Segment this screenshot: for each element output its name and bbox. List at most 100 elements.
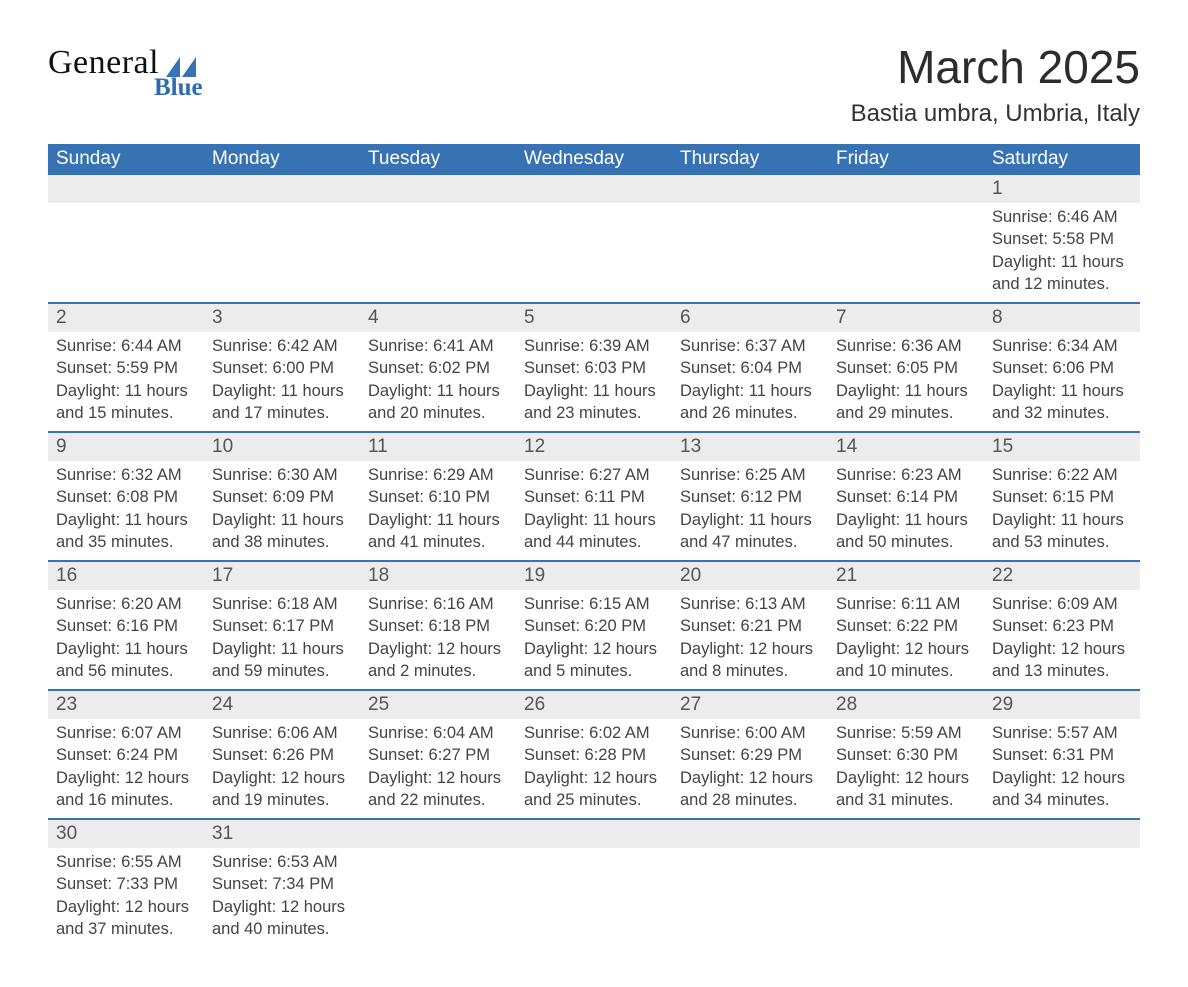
- day-detail-cell: [828, 203, 984, 303]
- day-detail-cell: [360, 203, 516, 303]
- day-number-cell: 11: [360, 432, 516, 461]
- day-detail-cell: Sunrise: 6:02 AMSunset: 6:28 PMDaylight:…: [516, 719, 672, 819]
- day-number-cell: 28: [828, 690, 984, 719]
- day-detail-cell: [516, 203, 672, 303]
- logo-main-text: General: [48, 44, 159, 81]
- day-detail-row: Sunrise: 6:07 AMSunset: 6:24 PMDaylight:…: [48, 719, 1140, 819]
- day-detail-cell: Sunrise: 6:34 AMSunset: 6:06 PMDaylight:…: [984, 332, 1140, 432]
- calendar-table: Sunday Monday Tuesday Wednesday Thursday…: [48, 144, 1140, 947]
- day-detail-cell: Sunrise: 6:36 AMSunset: 6:05 PMDaylight:…: [828, 332, 984, 432]
- weekday-header: Monday: [204, 144, 360, 175]
- day-number-row: 16171819202122: [48, 561, 1140, 590]
- day-number-cell: 31: [204, 819, 360, 848]
- day-detail-cell: Sunrise: 6:27 AMSunset: 6:11 PMDaylight:…: [516, 461, 672, 561]
- calendar-page: General Blue March 2025 Bastia umbra, Um…: [0, 0, 1188, 987]
- day-number-cell: [672, 819, 828, 848]
- day-number-cell: 14: [828, 432, 984, 461]
- day-number-cell: 9: [48, 432, 204, 461]
- weekday-header-row: Sunday Monday Tuesday Wednesday Thursday…: [48, 144, 1140, 175]
- day-number-cell: 10: [204, 432, 360, 461]
- title-block: March 2025 Bastia umbra, Umbria, Italy: [851, 40, 1140, 140]
- day-number-row: 9101112131415: [48, 432, 1140, 461]
- day-detail-row: Sunrise: 6:44 AMSunset: 5:59 PMDaylight:…: [48, 332, 1140, 432]
- day-detail-cell: Sunrise: 6:32 AMSunset: 6:08 PMDaylight:…: [48, 461, 204, 561]
- day-detail-cell: Sunrise: 6:25 AMSunset: 6:12 PMDaylight:…: [672, 461, 828, 561]
- day-number-cell: 12: [516, 432, 672, 461]
- day-detail-cell: Sunrise: 6:15 AMSunset: 6:20 PMDaylight:…: [516, 590, 672, 690]
- day-detail-row: Sunrise: 6:20 AMSunset: 6:16 PMDaylight:…: [48, 590, 1140, 690]
- day-detail-cell: Sunrise: 5:57 AMSunset: 6:31 PMDaylight:…: [984, 719, 1140, 819]
- day-detail-cell: Sunrise: 6:55 AMSunset: 7:33 PMDaylight:…: [48, 848, 204, 947]
- day-detail-cell: [204, 203, 360, 303]
- day-detail-cell: Sunrise: 6:39 AMSunset: 6:03 PMDaylight:…: [516, 332, 672, 432]
- day-detail-cell: Sunrise: 6:41 AMSunset: 6:02 PMDaylight:…: [360, 332, 516, 432]
- location-text: Bastia umbra, Umbria, Italy: [851, 100, 1140, 128]
- day-number-cell: [984, 819, 1140, 848]
- day-number-cell: [48, 175, 204, 203]
- day-number-cell: [204, 175, 360, 203]
- day-number-cell: [360, 175, 516, 203]
- day-number-cell: [516, 175, 672, 203]
- day-number-cell: [672, 175, 828, 203]
- day-number-cell: 15: [984, 432, 1140, 461]
- day-number-cell: 27: [672, 690, 828, 719]
- day-number-row: 1: [48, 175, 1140, 203]
- logo-sub-text: Blue: [154, 74, 302, 102]
- day-detail-cell: Sunrise: 6:18 AMSunset: 6:17 PMDaylight:…: [204, 590, 360, 690]
- day-number-cell: 25: [360, 690, 516, 719]
- day-detail-cell: Sunrise: 6:20 AMSunset: 6:16 PMDaylight:…: [48, 590, 204, 690]
- day-detail-cell: Sunrise: 6:16 AMSunset: 6:18 PMDaylight:…: [360, 590, 516, 690]
- day-number-cell: 22: [984, 561, 1140, 590]
- day-number-cell: 17: [204, 561, 360, 590]
- day-number-cell: 1: [984, 175, 1140, 203]
- day-detail-cell: Sunrise: 6:29 AMSunset: 6:10 PMDaylight:…: [360, 461, 516, 561]
- day-detail-cell: Sunrise: 6:00 AMSunset: 6:29 PMDaylight:…: [672, 719, 828, 819]
- day-number-row: 23242526272829: [48, 690, 1140, 719]
- day-detail-cell: Sunrise: 6:07 AMSunset: 6:24 PMDaylight:…: [48, 719, 204, 819]
- day-detail-cell: [516, 848, 672, 947]
- day-detail-cell: Sunrise: 6:53 AMSunset: 7:34 PMDaylight:…: [204, 848, 360, 947]
- weekday-header: Friday: [828, 144, 984, 175]
- day-detail-cell: Sunrise: 6:11 AMSunset: 6:22 PMDaylight:…: [828, 590, 984, 690]
- day-detail-row: Sunrise: 6:55 AMSunset: 7:33 PMDaylight:…: [48, 848, 1140, 947]
- day-number-cell: 29: [984, 690, 1140, 719]
- day-number-cell: 5: [516, 303, 672, 332]
- weekday-header: Saturday: [984, 144, 1140, 175]
- day-detail-cell: [672, 203, 828, 303]
- day-detail-row: Sunrise: 6:32 AMSunset: 6:08 PMDaylight:…: [48, 461, 1140, 561]
- day-number-cell: 24: [204, 690, 360, 719]
- day-number-cell: 3: [204, 303, 360, 332]
- day-detail-cell: Sunrise: 6:46 AMSunset: 5:58 PMDaylight:…: [984, 203, 1140, 303]
- day-detail-cell: Sunrise: 6:09 AMSunset: 6:23 PMDaylight:…: [984, 590, 1140, 690]
- day-detail-cell: Sunrise: 6:44 AMSunset: 5:59 PMDaylight:…: [48, 332, 204, 432]
- logo: General Blue: [48, 44, 196, 110]
- day-number-cell: 13: [672, 432, 828, 461]
- day-number-cell: 7: [828, 303, 984, 332]
- day-detail-cell: Sunrise: 6:06 AMSunset: 6:26 PMDaylight:…: [204, 719, 360, 819]
- weekday-header: Wednesday: [516, 144, 672, 175]
- day-detail-cell: Sunrise: 6:23 AMSunset: 6:14 PMDaylight:…: [828, 461, 984, 561]
- day-detail-cell: Sunrise: 6:13 AMSunset: 6:21 PMDaylight:…: [672, 590, 828, 690]
- weekday-header: Thursday: [672, 144, 828, 175]
- month-title: March 2025: [851, 40, 1140, 94]
- day-number-cell: 6: [672, 303, 828, 332]
- day-detail-cell: Sunrise: 6:30 AMSunset: 6:09 PMDaylight:…: [204, 461, 360, 561]
- day-number-cell: 23: [48, 690, 204, 719]
- day-detail-cell: Sunrise: 6:42 AMSunset: 6:00 PMDaylight:…: [204, 332, 360, 432]
- weekday-header: Tuesday: [360, 144, 516, 175]
- day-detail-cell: Sunrise: 6:37 AMSunset: 6:04 PMDaylight:…: [672, 332, 828, 432]
- header: General Blue March 2025 Bastia umbra, Um…: [48, 40, 1140, 140]
- day-number-cell: 8: [984, 303, 1140, 332]
- day-number-cell: 4: [360, 303, 516, 332]
- day-number-cell: [828, 175, 984, 203]
- day-detail-row: Sunrise: 6:46 AMSunset: 5:58 PMDaylight:…: [48, 203, 1140, 303]
- day-number-cell: 30: [48, 819, 204, 848]
- day-number-cell: 20: [672, 561, 828, 590]
- day-number-cell: [516, 819, 672, 848]
- day-number-row: 3031: [48, 819, 1140, 848]
- day-number-row: 2345678: [48, 303, 1140, 332]
- day-detail-cell: Sunrise: 6:04 AMSunset: 6:27 PMDaylight:…: [360, 719, 516, 819]
- day-number-cell: 19: [516, 561, 672, 590]
- day-number-cell: 26: [516, 690, 672, 719]
- day-detail-cell: [984, 848, 1140, 947]
